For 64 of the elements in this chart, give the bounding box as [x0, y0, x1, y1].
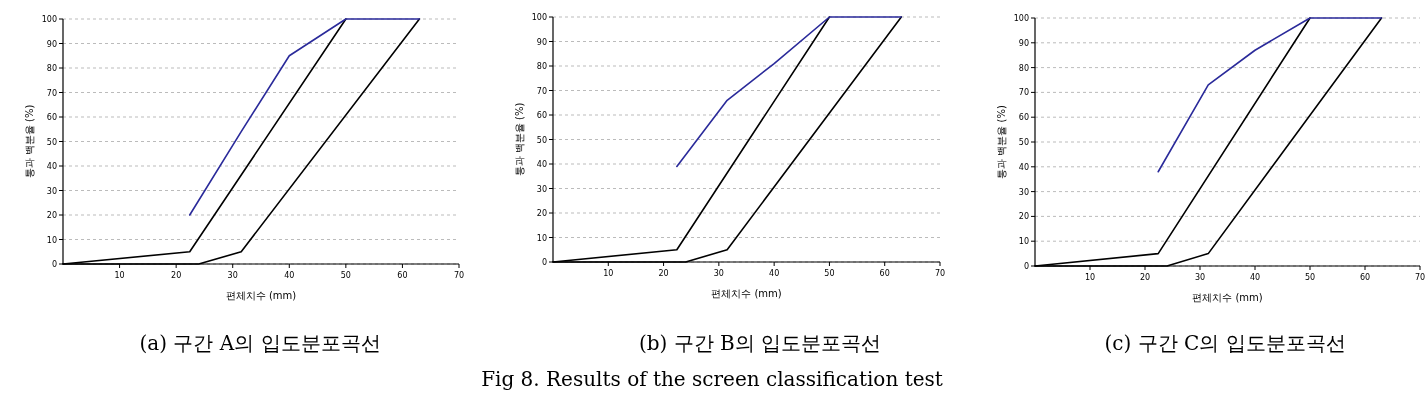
x-tick-label: 10 [603, 269, 614, 278]
x-tick-label: 40 [769, 269, 780, 278]
y-tick-label: 100 [41, 15, 57, 24]
y-axis-title: 통과 백분율 (%) [514, 102, 525, 177]
y-tick-label: 60 [1018, 113, 1029, 123]
y-tick-label: 60 [46, 113, 57, 122]
x-tick-label: 30 [713, 269, 724, 278]
x-tick-label: 50 [340, 271, 351, 280]
y-axis-title: 통과 백분율 (%) [996, 105, 1007, 179]
y-tick-label: 70 [46, 88, 57, 98]
y-tick-label: 10 [536, 233, 547, 243]
y-tick-label: 0 [1023, 262, 1029, 271]
y-tick-label: 60 [536, 111, 547, 120]
x-tick-label: 70 [453, 271, 465, 280]
x-tick-label: 20 [658, 269, 669, 278]
x-tick-label: 20 [1139, 273, 1151, 282]
y-tick-label: 90 [46, 39, 57, 49]
y-tick-label: 0 [541, 258, 547, 267]
x-axis-title: 편체치수 (mm) [1192, 292, 1263, 303]
y-tick-label: 80 [536, 62, 547, 71]
y-tick-label: 70 [536, 86, 547, 96]
y-tick-label: 70 [1018, 88, 1029, 98]
y-tick-label: 20 [536, 209, 547, 218]
y-tick-label: 30 [536, 184, 547, 194]
x-tick-label: 70 [934, 269, 946, 278]
x-tick-label: 30 [1194, 273, 1206, 282]
y-tick-label: 40 [46, 162, 57, 171]
y-tick-label: 50 [46, 137, 57, 147]
x-tick-label: 40 [1249, 273, 1261, 282]
x-tick-label: 20 [171, 271, 182, 280]
x-tick-label: 60 [397, 271, 408, 280]
y-tick-label: 50 [1018, 138, 1029, 147]
x-tick-label: 30 [227, 271, 238, 280]
x-tick-label: 50 [824, 269, 835, 278]
y-tick-label: 10 [1018, 237, 1029, 247]
x-tick-label: 50 [1304, 273, 1316, 282]
y-tick-label: 30 [46, 186, 57, 196]
y-tick-label: 80 [1018, 63, 1029, 73]
y-tick-label: 50 [536, 135, 547, 145]
x-tick-label: 40 [284, 271, 295, 280]
caption: Fig 8. Results of the screen classification test [481, 367, 943, 391]
y-tick-label: 0 [51, 260, 57, 269]
text: (c) 구간 C의 입도분포곡선 [1104, 331, 1346, 355]
y-tick-label: 40 [1018, 162, 1029, 172]
x-tick-label: 60 [879, 269, 890, 278]
x-tick-label: 70 [1414, 273, 1425, 282]
y-tick-label: 40 [536, 160, 547, 169]
y-tick-label: 90 [536, 37, 547, 47]
x-tick-label: 10 [1084, 273, 1096, 282]
x-axis-title: 편체치수 (mm) [225, 290, 297, 301]
text: (b) 구간 B의 입도분포곡선 [638, 331, 882, 355]
y-tick-label: 10 [46, 235, 57, 245]
x-axis-title: 편체치수 (mm) [711, 288, 782, 299]
x-tick-label: 60 [1359, 273, 1371, 282]
y-tick-label: 30 [1018, 187, 1029, 197]
y-tick-label: 100 [531, 13, 547, 22]
y-tick-label: 90 [1018, 38, 1029, 48]
y-axis-title: 통과 백분율 (%) [24, 104, 35, 179]
y-tick-label: 20 [1018, 212, 1029, 222]
y-tick-label: 20 [46, 211, 57, 220]
y-tick-label: 100 [1013, 14, 1029, 23]
text: (a) 구간 A의 입도분포곡선 [139, 331, 381, 355]
y-tick-label: 80 [46, 64, 57, 73]
x-tick-label: 10 [114, 271, 125, 280]
